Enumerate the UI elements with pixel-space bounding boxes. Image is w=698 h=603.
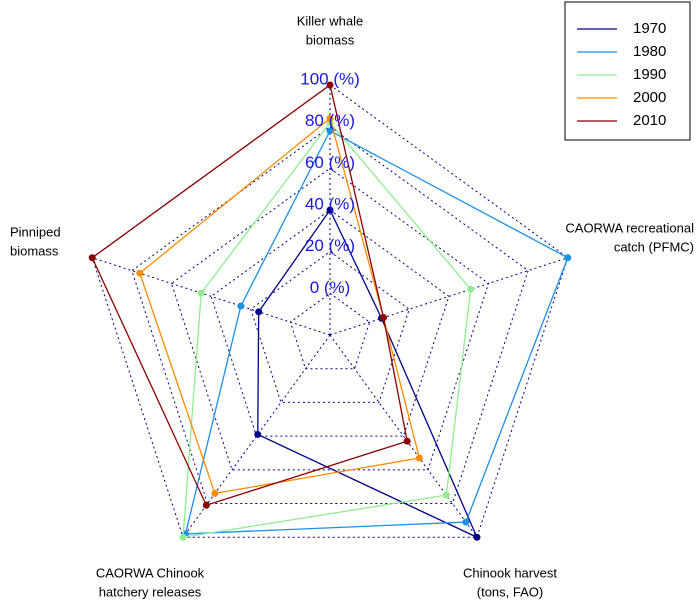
- axis-label: catch (PFMC): [614, 239, 694, 254]
- point: [136, 269, 144, 277]
- point: [326, 127, 334, 135]
- legend-label: 1980: [633, 43, 666, 60]
- series-line: [184, 129, 569, 535]
- point: [326, 114, 334, 122]
- point: [326, 206, 334, 214]
- point: [237, 302, 245, 310]
- point: [415, 454, 423, 462]
- r-tick-label: 0 (%): [310, 278, 351, 297]
- r-tick-label: 100 (%): [300, 69, 360, 88]
- spoke: [329, 334, 478, 538]
- series-line: [139, 117, 421, 495]
- legend-label: 1970: [633, 20, 666, 37]
- point: [255, 308, 263, 316]
- grid-ring: [131, 126, 529, 505]
- point: [326, 81, 334, 89]
- spoke: [92, 257, 331, 336]
- legend-label: 1990: [633, 66, 666, 83]
- series-line: [257, 208, 479, 539]
- r-tick-label: 80 (%): [305, 111, 355, 130]
- axis-label: biomass: [10, 243, 59, 258]
- axis-label: hatchery releases: [99, 584, 202, 599]
- point: [442, 491, 450, 499]
- point: [462, 518, 470, 526]
- point: [473, 533, 481, 541]
- axis-label: Chinook harvest: [463, 565, 557, 580]
- r-tick-label: 20 (%): [305, 236, 355, 255]
- grid-ring: [289, 292, 371, 370]
- axis-label: Killer whale: [297, 13, 363, 28]
- point: [179, 533, 187, 541]
- point: [403, 437, 411, 445]
- grid-ring: [170, 167, 490, 471]
- legend-label: 2000: [633, 89, 666, 106]
- legend-label: 2010: [633, 112, 666, 129]
- point: [202, 501, 210, 509]
- point: [379, 314, 387, 322]
- spoke: [329, 257, 568, 336]
- point: [197, 289, 205, 297]
- axis-label: CAORWA recreational: [565, 220, 694, 235]
- point: [211, 489, 219, 497]
- axis-label: biomass: [306, 32, 355, 47]
- point: [564, 254, 572, 262]
- grid-ring: [250, 251, 410, 403]
- legend-box: [564, 1, 691, 141]
- point: [254, 430, 262, 438]
- point: [88, 254, 96, 262]
- point: [467, 285, 475, 293]
- axis-label: (tons, FAO): [477, 584, 543, 599]
- series-line: [91, 83, 408, 507]
- r-tick-label: 60 (%): [305, 153, 355, 172]
- axis-label: Pinniped: [10, 224, 61, 239]
- r-tick-label: 40 (%): [305, 194, 355, 213]
- axis-label: CAORWA Chinook: [96, 565, 205, 580]
- series-line: [182, 121, 472, 539]
